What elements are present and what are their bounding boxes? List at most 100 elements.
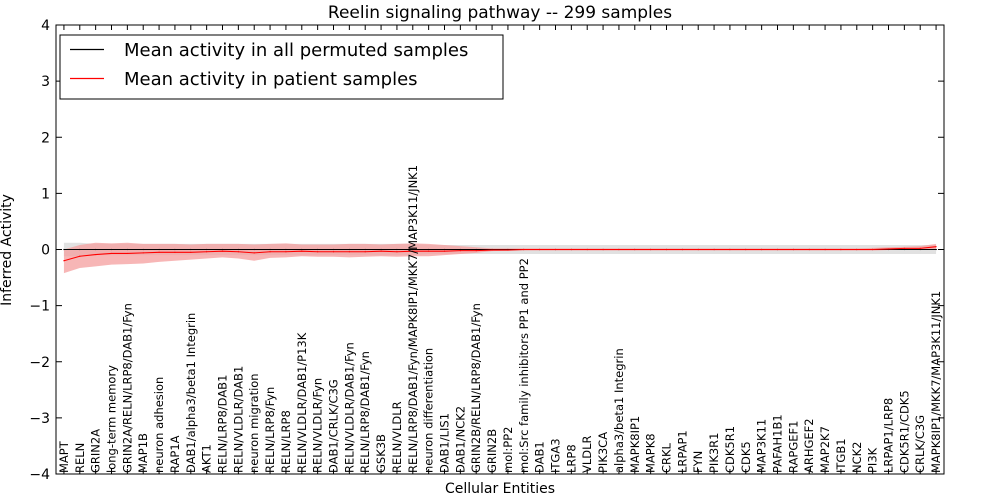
y-tick-label: −3 [29,411,50,427]
x-category-label: RELN/VLDLR [390,401,404,473]
y-tick-label: 2 [41,130,50,146]
series-1-point-53 [903,247,905,249]
x-category-label: ARHGEF2 [802,418,816,473]
x-category-label: RELN/VLDLR/Fyn [311,378,325,473]
series-1-point-31 [554,248,557,251]
series-0-point-19 [364,248,366,251]
series-0-point-3 [110,248,113,251]
x-category-label: FYN [691,451,705,473]
series-0-point-22 [412,248,414,251]
x-category-label: RELN/VLDLR/DAB1 [231,366,245,473]
x-category-label: ITGA3 [549,438,563,473]
x-category-label: PIK3CA [596,432,610,473]
series-1-point-43 [745,248,747,251]
x-category-label: neuron differentiation [422,348,436,473]
y-tick-label: 0 [41,243,50,259]
x-category-label: RELN/LRP8/DAB1/Fyn/MAPK8IP1/MKK7/MAP3K11… [406,165,420,473]
legend-label-patient: Mean activity in patient samples [124,69,418,90]
series-1-point-10 [221,250,224,252]
x-category-label: PIK3R1 [707,433,721,474]
series-1-point-42 [729,248,731,251]
x-category-label: DAB1 [533,441,547,473]
series-1-point-32 [570,248,572,251]
series-1-point-21 [396,251,398,253]
x-category-label: LRPAP1/LRP8 [882,398,896,473]
x-category-label: GSK3B [374,434,388,473]
series-0-point-9 [206,248,208,251]
x-category-label: RELN/LRP8 [279,410,293,473]
x-category-label: MAPT [57,440,71,473]
x-category-label: neuron migration [247,373,261,473]
series-0-point-14 [285,248,287,251]
x-category-label: GRIN2B/RELN/LRP8/DAB1/Fyn [469,303,483,473]
x-category-label: MAP1B [136,433,150,473]
x-category-label: CRKL [660,442,674,473]
series-1-point-27 [491,249,493,251]
series-1-point-37 [650,248,652,251]
series-1-point-12 [253,252,255,254]
series-line-1 [63,246,937,262]
x-category-label: CDK5R1/CDK5 [897,390,911,473]
legend-label-permuted: Mean activity in all permuted samples [124,40,468,61]
series-0-point-18 [348,248,350,251]
x-category-label: CRLK/C3G [913,415,927,473]
x-category-label: GRIN2A [89,429,103,473]
x-category-label: RELN/VLDLR/DAB1/P13K [295,332,309,473]
series-1-point-52 [887,248,890,250]
y-tick-label: −4 [29,467,50,483]
series-1-point-44 [761,248,763,251]
series-1-point-15 [301,250,303,252]
legend: Mean activity in all permuted samples Me… [59,34,504,100]
series-1-point-14 [285,251,287,253]
series-1-point-29 [523,248,525,251]
series-0-point-11 [237,248,239,251]
series-1-point-23 [428,250,430,252]
x-category-label: RELN/VLDLR/DAB1/Fyn [342,342,356,473]
legend-box [59,34,504,100]
series-1-point-50 [856,248,858,251]
x-category-label: neuron adhesion [152,377,166,473]
series-1-point-8 [190,251,192,253]
x-category-label: MAPK8 [644,433,658,473]
series-1-point-54 [919,247,921,249]
x-category-label: DAB1/CRLK/C3G [327,379,341,473]
series-1-point-17 [332,251,335,253]
series-1-point-41 [713,248,715,251]
series-0-point-10 [221,248,224,251]
y-tick-label: 1 [41,186,50,202]
series-1-point-48 [824,248,826,251]
x-category-label: mol:Src family inhibitors PP1 and PP2 [517,258,531,473]
series-0-point-54 [919,248,921,251]
series-1-point-6 [158,251,160,253]
series-1-point-36 [634,248,636,251]
x-category-label: CDK5R1 [723,426,737,473]
x-category-label: long-term memory [105,365,119,473]
series-0-point-17 [332,248,335,251]
series-0-point-6 [158,248,160,251]
series-1-point-3 [110,252,113,255]
series-1-point-4 [126,252,128,255]
series-0-point-8 [190,248,192,251]
series-0-point-13 [269,248,271,251]
x-category-label: mol:PP2 [501,426,515,473]
series-1-point-38 [665,248,668,251]
x-category-label: GRIN2A/RELN/LRP8/DAB1/Fyn [120,303,134,473]
series-0-point-15 [301,248,303,251]
x-category-label: DAB1/NCK2 [453,406,467,473]
y-tick-label: 3 [41,74,50,90]
x-category-label: RELN/LRP8/Fyn [263,387,277,473]
x-category-label: RELN/LRP8/DAB1/Fyn [358,351,372,473]
series-0-point-25 [459,248,461,251]
series-1-point-33 [586,248,588,251]
series-1-point-26 [475,250,477,252]
series-0-point-53 [903,248,905,251]
series-1-point-35 [618,248,620,251]
series-1-point-30 [539,248,541,251]
series-band-1 [63,242,937,274]
x-category-label: MAP3K11 [755,419,769,473]
series-0-point-26 [475,248,477,251]
series-0-point-0 [63,248,65,251]
series-1-point-5 [142,252,144,254]
x-category-label: RELN [73,443,87,473]
